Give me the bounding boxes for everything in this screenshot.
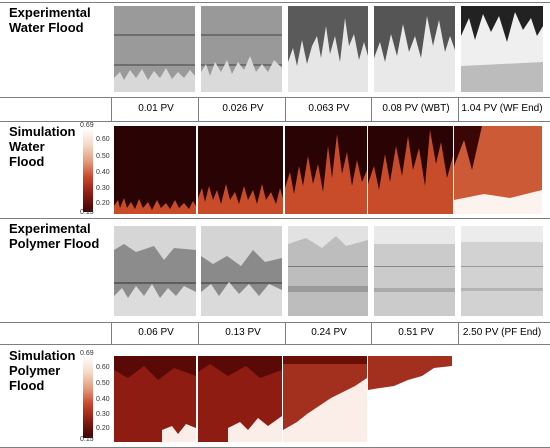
pv-label-water-flood-3: 0.063 PV: [308, 103, 350, 114]
grid-line: [0, 218, 550, 219]
grid-line: [0, 344, 550, 345]
grid-line: [371, 97, 372, 121]
colorbar-tick: 0.60: [96, 136, 110, 143]
row-label-experimental-polymer-flood: Experimental Polymer Flood: [9, 221, 100, 251]
colorbar-tick: 0.15: [80, 209, 94, 216]
experimental-water-flood-panel-2: [201, 6, 282, 92]
grid-line: [0, 121, 550, 122]
experimental-water-flood-panel-5: [461, 6, 543, 92]
simulation-polymer-flood-panel-2: [198, 356, 282, 442]
colorbar-tick: 0.40: [96, 169, 110, 176]
colorbar-tick: 0.60: [96, 364, 110, 371]
colorbar-tick: 0.20: [96, 200, 110, 207]
grid-line: [111, 322, 112, 344]
pv-label-water-flood-4: 0.08 PV (WBT): [382, 103, 450, 114]
pv-label-water-flood-1: 0.01 PV: [138, 103, 174, 114]
grid-line: [285, 322, 286, 344]
experimental-polymer-flood-panel-1: [114, 226, 196, 316]
simulation-water-flood-panel-3: [285, 126, 367, 214]
grid-line: [198, 322, 199, 344]
experimental-polymer-flood-panel-4: [374, 226, 455, 316]
grid-line: [458, 322, 459, 344]
colorbar-tick: 0.50: [96, 380, 110, 387]
simulation-water-flood-panel-2: [198, 126, 283, 214]
simulation-water-flood-panel-1: [114, 126, 196, 214]
colorbar-tick: 0.30: [96, 185, 110, 192]
grid-line: [0, 2, 550, 3]
row-label-simulation-polymer-flood: Simulation Polymer Flood: [9, 348, 76, 393]
colorbar-tick: 0.15: [80, 436, 94, 443]
simulation-water-flood-panel-5: [454, 126, 542, 214]
experimental-polymer-flood-panel-2: [201, 226, 282, 316]
colorbar-tick: 0.40: [96, 396, 110, 403]
simulation-polymer-flood-panel-1: [114, 356, 196, 442]
saturation-colorbar-polymer: [83, 356, 93, 438]
experimental-polymer-flood-panel-5: [461, 226, 543, 316]
grid-line: [458, 97, 459, 121]
grid-line: [285, 97, 286, 121]
grid-line: [0, 322, 550, 323]
colorbar-tick: 0.69: [80, 122, 94, 129]
row-label-experimental-water-flood: Experimental Water Flood: [9, 5, 91, 35]
pv-label-polymer-flood-2: 0.13 PV: [225, 327, 261, 338]
simulation-water-flood-panel-4: [368, 126, 453, 214]
experimental-water-flood-panel-4: [374, 6, 455, 92]
colorbar-tick: 0.30: [96, 411, 110, 418]
pv-label-polymer-flood-4: 0.51 PV: [398, 327, 434, 338]
experimental-water-flood-panel-1: [114, 6, 195, 92]
experimental-polymer-flood-panel-3: [288, 226, 368, 316]
grid-line: [0, 97, 550, 98]
pv-label-polymer-flood-5: 2.50 PV (PF End): [462, 327, 542, 338]
grid-line: [371, 322, 372, 344]
pv-label-polymer-flood-3: 0.24 PV: [311, 327, 347, 338]
pv-label-water-flood-2: 0.026 PV: [222, 103, 264, 114]
pv-label-polymer-flood-1: 0.06 PV: [138, 327, 174, 338]
simulation-polymer-flood-panel-4: [368, 356, 452, 442]
grid-line: [111, 97, 112, 121]
colorbar-tick: 0.69: [80, 350, 94, 357]
grid-line: [198, 97, 199, 121]
row-label-simulation-water-flood: Simulation Water Flood: [9, 124, 76, 169]
pv-label-water-flood-5: 1.04 PV (WF End): [461, 103, 543, 114]
colorbar-tick: 0.50: [96, 153, 110, 160]
simulation-polymer-flood-panel-3: [283, 356, 367, 442]
saturation-colorbar-water: [83, 128, 93, 212]
colorbar-tick: 0.20: [96, 425, 110, 432]
experimental-water-flood-panel-3: [288, 6, 368, 92]
